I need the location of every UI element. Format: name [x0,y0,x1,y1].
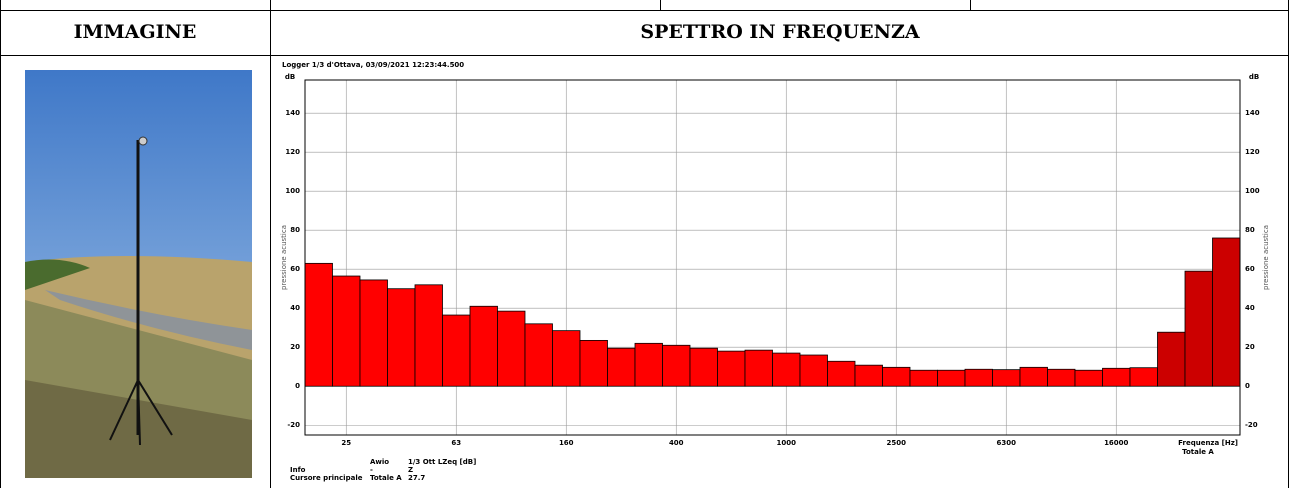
x-tick-label: 400 [669,439,684,447]
bar [579,339,608,387]
header-image: IMMAGINE [74,21,197,43]
bar [1019,366,1048,387]
bar [827,360,856,387]
y-tick-label-right: 140 [1245,109,1260,117]
y-tick-label: 60 [290,265,300,273]
info-cell: Totale A [370,474,402,482]
bar [497,310,526,387]
y-tick-label: 0 [295,382,300,390]
bar [1157,331,1186,387]
y-tick-label-right: 100 [1245,187,1260,195]
y-tick-label-right: 80 [1245,226,1255,234]
bar [662,344,691,387]
bar [882,366,911,387]
x-tick-label: 16000 [1104,439,1128,447]
y-tick-label: 80 [290,226,300,234]
y-unit-right: dB [1249,73,1259,81]
y-tick-label: 20 [290,343,300,351]
y-axis-label-right: pressione acustica [1262,225,1270,290]
bar [524,323,553,387]
plot-frame [304,79,1241,436]
y-tick-label: -20 [287,421,300,429]
y-axis-label: pressione acustica [280,225,288,290]
bar [634,342,663,387]
bar [799,354,828,387]
photo [25,70,252,478]
y-tick-label: 140 [285,109,300,117]
bar [744,349,773,387]
bar [937,369,966,387]
bar [607,347,636,387]
y-tick-label-right: 20 [1245,343,1255,351]
bar [854,364,883,387]
y-tick-label-right: 40 [1245,304,1255,312]
bar [1102,367,1131,387]
bar [1212,237,1241,387]
y-tick-label-right: -20 [1245,421,1258,429]
x-tick-label: 160 [559,439,574,447]
bar [304,262,333,387]
bar [964,368,993,387]
bar [992,369,1021,387]
x-tick-label: 1000 [777,439,797,447]
bar [359,279,388,387]
bar [689,347,718,387]
bar [717,350,746,387]
bar [552,330,581,387]
info-cell: Z [408,466,413,474]
bar [414,284,443,387]
bar [442,314,471,387]
bar [1047,368,1076,387]
bar [1129,367,1158,387]
header-spectrum: SPETTRO IN FREQUENZA [640,21,920,43]
info-cell: 27.7 [408,474,425,482]
info-cell: - [370,466,373,474]
bar [772,352,801,387]
y-unit: dB [285,73,295,81]
x-tick-label: 6300 [997,439,1017,447]
y-tick-label: 40 [290,304,300,312]
bar [909,369,938,387]
x-tick-label: 2500 [887,439,907,447]
y-tick-label-right: 0 [1245,382,1250,390]
info-cell: Info [290,466,306,474]
y-tick-label-right: 60 [1245,265,1255,273]
y-tick-label: 120 [285,148,300,156]
total-label: Totale A [1182,448,1214,456]
x-tick-label: 25 [341,439,351,447]
y-tick-label-right: 120 [1245,148,1260,156]
info-cell: 1/3 Ott LZeq [dB] [408,458,476,466]
bar [1074,369,1103,387]
info-cell: Cursore principale [290,474,363,482]
y-tick-label: 100 [285,187,300,195]
x-tick-label: 63 [451,439,461,447]
x-axis-label: Frequenza [Hz] [1178,439,1238,447]
bar [332,275,361,387]
bar [1184,270,1213,387]
info-cell: Awio [370,458,389,466]
chart-title: Logger 1/3 d'Ottava, 03/09/2021 12:23:44… [282,61,464,69]
bar [469,305,498,387]
bar [387,288,416,387]
